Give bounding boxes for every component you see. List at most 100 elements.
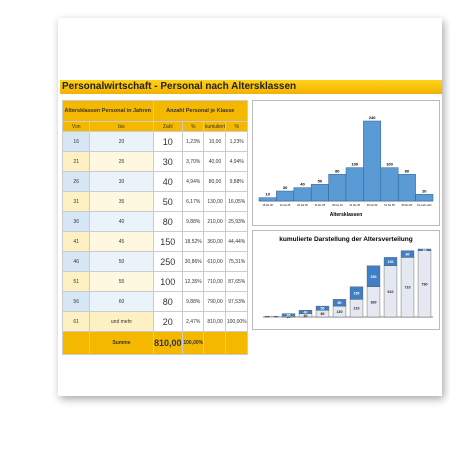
data-label: 100 [351, 162, 358, 167]
cell: 26 [61, 171, 91, 192]
bar-segment [383, 257, 398, 266]
cell: 40 [152, 171, 184, 192]
group-header: Altersklassen Personal in Jahren [62, 100, 154, 122]
chart-title: kumulierte Darstellung der Altersverteil… [279, 236, 412, 243]
data-label: 100 [386, 162, 393, 167]
cell: 56 [61, 291, 91, 312]
cell: 710,00 [203, 271, 227, 292]
cell: 10,00 [203, 131, 227, 152]
row: 36 40 80 9,88% 210,00 25,93% [61, 211, 248, 232]
x-tick-label: 21 bis 25 [280, 203, 291, 207]
bar-segment [400, 250, 415, 258]
bar-segment [264, 315, 279, 318]
column-header: Zahl [152, 121, 184, 132]
axis-label: Altersklassen [330, 212, 363, 218]
cell: 30,86% [182, 251, 205, 272]
bar [310, 184, 329, 202]
data-label: 130 [337, 310, 343, 314]
data-label: 790 [422, 282, 428, 286]
bar [293, 187, 312, 202]
cell: 20 [152, 311, 184, 332]
title-bar: Personalwirtschaft - Personal nach Alter… [60, 80, 442, 94]
data-label: 210 [354, 307, 360, 311]
histogram: 10 16 bis 20 30 21 bis 25 40 26 bis 30 50 31 bi… [258, 115, 434, 218]
cell: 790,00 [203, 291, 227, 312]
sheet: Personalwirtschaft - Personal nach Alter… [58, 18, 442, 396]
cell [61, 331, 91, 355]
bar-segment [349, 286, 364, 300]
x-tick-label: 16 bis 20 [262, 203, 273, 207]
cell: 55 [89, 271, 154, 292]
data-label: 80 [335, 168, 340, 173]
cell: und mehr [89, 311, 154, 332]
bar-segment [281, 313, 296, 317]
cell: 610,00 [203, 251, 227, 272]
cell: 250 [152, 251, 184, 272]
cell: 44,44% [225, 231, 248, 252]
bar [276, 190, 295, 202]
column-header: bis [89, 121, 154, 132]
bar [397, 174, 416, 202]
cell: 60 [89, 291, 154, 312]
cell: 50 [152, 191, 184, 212]
cell: 810,00 [152, 331, 184, 355]
cumulative-chart: kumulierte Darstellung der Altersverteil… [263, 236, 433, 319]
cell: 12,35% [182, 271, 205, 292]
bar [363, 120, 382, 202]
bar-segment [332, 299, 347, 307]
cell: 360,00 [203, 231, 227, 252]
data-label: 710 [405, 286, 411, 290]
cell: 4,94% [182, 171, 205, 192]
data-label: 50 [321, 307, 325, 311]
cell: 40 [89, 211, 154, 232]
column-row: Von bis Zahl% kumuliert% [61, 121, 248, 132]
column-header: % [225, 121, 248, 132]
cell: 1,23% [182, 131, 205, 152]
data-label: 10 [270, 315, 274, 319]
bar [380, 167, 399, 202]
column-header: % [182, 121, 205, 132]
cell: 46 [61, 251, 91, 272]
data-label: 150 [354, 292, 360, 296]
x-tick-label: 56 bis 60 [402, 203, 413, 207]
data-label: 20 [423, 248, 427, 252]
bar [415, 194, 434, 202]
group-header: Anzahl Personal je Klasse [152, 100, 249, 122]
data-label: 80 [406, 253, 410, 257]
cell: 6,17% [182, 191, 205, 212]
bar-segment [366, 265, 381, 287]
cell: 80 [152, 211, 184, 232]
x-tick-label: 46 bis 50 [367, 203, 378, 207]
header-row: Altersklassen Personal in Jahren Anzahl P… [62, 100, 249, 122]
cell [203, 331, 227, 355]
bar-segment [315, 305, 330, 311]
cell: 21 [61, 151, 91, 172]
cell: 80,00 [203, 171, 227, 192]
cell: 87,65% [225, 271, 248, 292]
data-label: 80 [405, 168, 410, 173]
row: 26 30 40 4,94% 80,00 9,88% [61, 171, 248, 192]
cell: 97,53% [225, 291, 248, 312]
cell: 130,00 [203, 191, 227, 212]
cell: 18,52% [182, 231, 205, 252]
data-label: 20 [422, 188, 427, 193]
bar-segment [417, 248, 432, 251]
cell [225, 331, 248, 355]
data-label: 30 [283, 185, 288, 190]
row: 61 und mehr 20 2,47% 810,00 100,00% [61, 311, 248, 332]
total-row: Summe 810,00 100,00% [61, 331, 248, 355]
cell: 25 [89, 151, 154, 172]
cell: 100 [152, 271, 184, 292]
chart-box: 10 16 bis 20 30 21 bis 25 40 26 bis 30 50 31 bi… [252, 100, 440, 226]
cell: 25,93% [225, 211, 248, 232]
cell: 31 [61, 191, 91, 212]
cell: 100,00% [225, 311, 248, 332]
cell: 45 [89, 231, 154, 252]
cell: 36 [61, 211, 91, 232]
data-label: 10 [265, 192, 270, 197]
data-label: 40 [304, 310, 308, 314]
cell: 20 [89, 131, 154, 152]
cell: 16,05% [225, 191, 248, 212]
cell: 80 [152, 291, 184, 312]
